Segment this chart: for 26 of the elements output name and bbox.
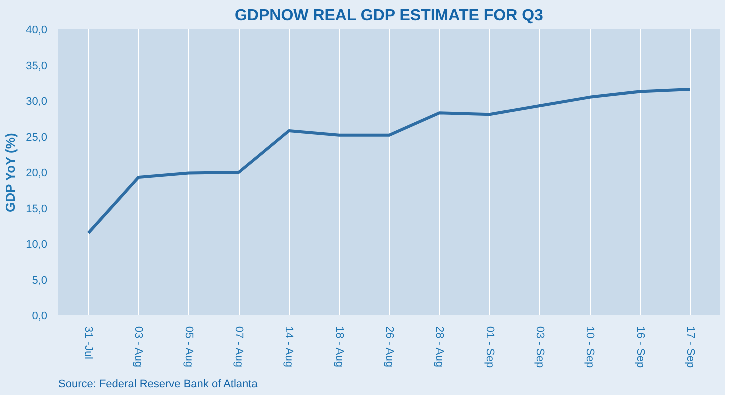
x-tick-label: 03 - Sep — [534, 326, 546, 368]
x-tick-label: 31 -Jul — [82, 326, 95, 360]
x-tick-label: 03 - Aug — [132, 326, 145, 368]
y-tick-label: 0,0 — [32, 310, 48, 322]
y-tick-label: 35,0 — [26, 60, 48, 72]
x-tick-label: 16 - Sep — [634, 326, 646, 368]
line-series — [87, 88, 692, 235]
y-tick-label: 20,0 — [26, 168, 48, 180]
y-tick-label: 25,0 — [26, 132, 48, 144]
x-tick-label: 17 - Sep — [684, 326, 696, 368]
x-tick-label: 14 - Aug — [283, 326, 296, 368]
y-tick-label: 15,0 — [26, 203, 48, 216]
y-tick-label: 40,0 — [26, 24, 48, 36]
x-tick-label: 07 - Aug — [233, 326, 246, 368]
x-tick-label: 26 - Aug — [384, 326, 396, 368]
y-axis-title: GDP YoY (%) — [3, 133, 18, 212]
chart-title: GDPNOW REAL GDP ESTIMATE FOR Q3 — [234, 8, 544, 24]
y-tick-label: 5,0 — [32, 274, 48, 287]
x-tick-label: 01 - Sep — [484, 326, 496, 368]
y-tick-label: 10,0 — [26, 239, 48, 251]
y-tick-label: 30,0 — [26, 96, 48, 108]
source-note: Source: Federal Reserve Bank of Atlanta — [58, 378, 259, 390]
x-tick-label: 05 - Aug — [182, 326, 195, 368]
x-tick-label: 10 - Sep — [584, 326, 596, 368]
x-tick-label: 18 - Aug — [333, 326, 346, 368]
x-tick-label: 28 - Aug — [434, 326, 446, 368]
